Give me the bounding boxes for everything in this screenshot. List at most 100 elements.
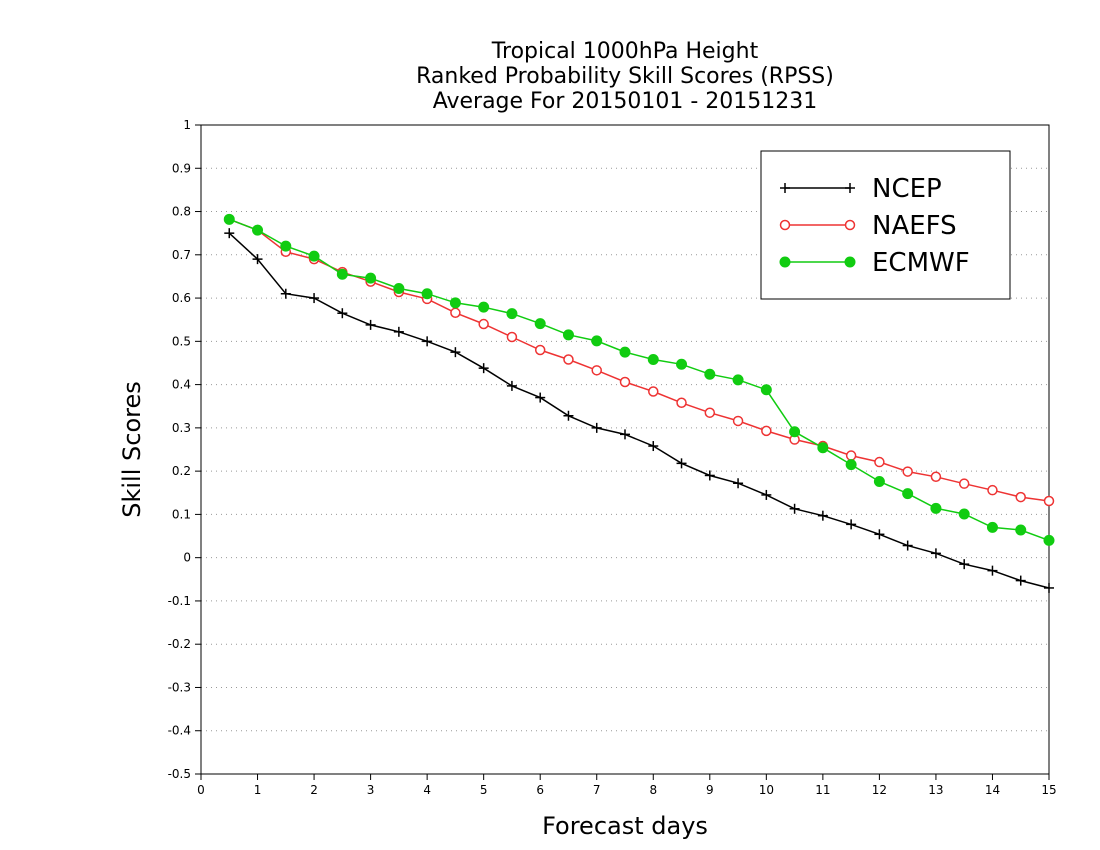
x-tick-label: 11 — [815, 783, 830, 797]
legend-entry-naefs: NAEFS — [779, 211, 957, 241]
series-ncep — [224, 228, 1054, 593]
x-tick-label: 9 — [706, 783, 714, 797]
x-tick-label: 8 — [649, 783, 657, 797]
y-tick-label: 0.1 — [172, 507, 191, 521]
data-point-naefs — [930, 471, 942, 483]
x-tick-label: 13 — [928, 783, 943, 797]
data-point-ecmwf — [647, 354, 659, 366]
x-tick-label: 14 — [985, 783, 1000, 797]
y-tick-label: 0.9 — [172, 161, 191, 175]
data-point-naefs — [704, 407, 716, 418]
data-point-ecmwf — [760, 384, 772, 396]
legend-marker — [844, 256, 856, 268]
data-point-ncep — [224, 228, 235, 239]
data-point-ncep — [365, 319, 376, 330]
data-point-ncep — [676, 458, 687, 469]
data-point-naefs — [563, 354, 574, 365]
legend: NCEP NAEFS ECMWF — [760, 150, 1011, 300]
data-point-ncep — [987, 565, 998, 576]
data-point-naefs — [450, 307, 461, 319]
data-point-ecmwf — [252, 224, 264, 236]
data-point-ncep — [761, 489, 772, 500]
data-point-ncep — [563, 410, 574, 421]
data-point-ncep — [393, 326, 404, 337]
y-tick-label: 0.3 — [172, 421, 191, 435]
data-point-ecmwf — [986, 521, 998, 533]
data-point-naefs — [648, 386, 659, 397]
legend-entry-ncep: NCEP — [780, 174, 942, 204]
data-point-ncep — [506, 380, 517, 391]
data-point-naefs — [958, 478, 970, 489]
data-point-ncep — [1044, 582, 1054, 593]
x-axis-label: Forecast days — [542, 812, 708, 840]
data-point-ecmwf — [902, 488, 914, 500]
data-point-naefs — [534, 344, 546, 356]
y-tick-label: 0.8 — [172, 205, 191, 219]
data-point-naefs — [732, 415, 744, 427]
legend-marker — [780, 183, 790, 193]
data-point-ncep — [1015, 575, 1026, 586]
data-point-ncep — [733, 478, 744, 489]
legend-label: NAEFS — [872, 211, 957, 241]
data-point-ncep — [704, 470, 715, 481]
chart-title-line: Ranked Probability Skill Scores (RPSS) — [416, 64, 834, 89]
x-tick-label: 15 — [1041, 783, 1056, 797]
data-point-ecmwf — [478, 301, 490, 313]
x-tick-label: 4 — [423, 783, 431, 797]
data-point-ncep — [959, 559, 970, 570]
data-point-ecmwf — [365, 272, 377, 284]
chart-title-line: Tropical 1000hPa Height — [491, 39, 759, 64]
data-point-ecmwf — [449, 297, 461, 309]
data-point-ncep — [591, 422, 602, 433]
chart-title-line: Average For 20150101 - 20151231 — [433, 89, 818, 114]
y-tick-label: 0.7 — [172, 248, 191, 262]
legend-entry-ecmwf: ECMWF — [779, 248, 970, 278]
legend-label: NCEP — [872, 174, 942, 204]
data-point-ecmwf — [676, 358, 688, 370]
data-point-ecmwf — [930, 502, 942, 514]
y-tick-label: 0.5 — [172, 334, 191, 348]
data-point-naefs — [845, 450, 857, 461]
data-point-ecmwf — [1015, 524, 1027, 536]
y-tick-label: -0.5 — [168, 767, 191, 781]
data-point-naefs — [619, 376, 631, 388]
data-point-ecmwf — [845, 459, 857, 471]
data-point-ncep — [337, 308, 348, 319]
y-axis: 1 0.9 0.8 0.7 0.6 0.5 0.4 0.3 0.2 0.1 0 -0.1 -0.2 -0.… — [168, 118, 201, 781]
data-point-naefs — [902, 466, 913, 477]
data-point-ncep — [309, 293, 320, 304]
data-point-ecmwf — [336, 268, 348, 280]
data-point-ncep — [789, 503, 800, 514]
x-tick-label: 5 — [480, 783, 488, 797]
data-point-ecmwf — [732, 374, 744, 386]
x-tick-label: 10 — [759, 783, 774, 797]
legend-marker — [845, 183, 855, 193]
data-point-ecmwf — [280, 240, 292, 252]
x-tick-label: 2 — [310, 783, 318, 797]
y-tick-label: -0.3 — [168, 680, 191, 694]
data-point-naefs — [478, 318, 489, 330]
legend-marker — [844, 219, 856, 231]
data-point-ecmwf — [562, 329, 574, 341]
data-point-ncep — [620, 429, 630, 440]
x-tick-label: 1 — [254, 783, 262, 797]
y-axis-label: Skill Scores — [118, 381, 146, 518]
x-tick-label: 3 — [367, 783, 375, 797]
legend-label: ECMWF — [872, 248, 970, 278]
data-point-ecmwf — [393, 283, 405, 295]
data-point-ecmwf — [958, 508, 970, 520]
data-point-ncep — [817, 510, 828, 521]
series-ecmwf — [223, 213, 1055, 546]
data-point-ncep — [846, 519, 857, 530]
y-tick-label: 1 — [183, 118, 191, 132]
x-tick-label: 7 — [593, 783, 601, 797]
data-point-ecmwf — [223, 213, 235, 225]
series-group — [223, 213, 1055, 593]
data-point-ecmwf — [704, 368, 716, 380]
data-point-ncep — [422, 336, 433, 347]
data-point-ecmwf — [817, 442, 829, 454]
data-point-naefs — [874, 456, 885, 468]
legend-marker — [779, 256, 791, 268]
